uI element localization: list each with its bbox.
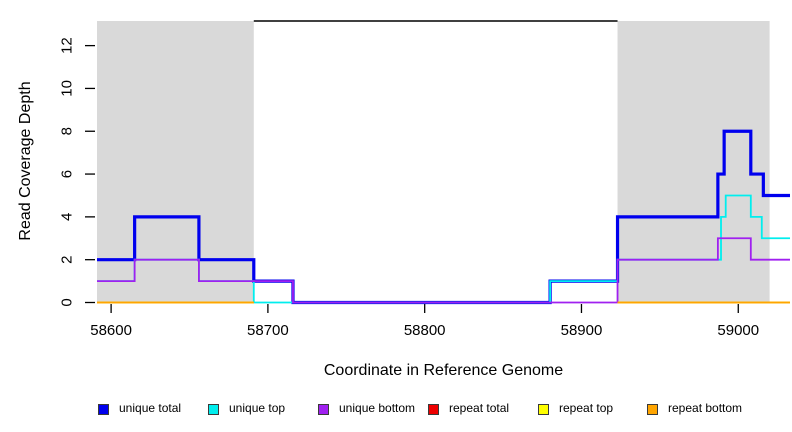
y-tick-label: 10 <box>59 80 76 97</box>
y-tick-label: 0 <box>59 298 76 306</box>
x-tick-label: 58800 <box>404 322 446 339</box>
repeat-region-shading <box>97 21 254 303</box>
legend-swatch-repeat-total <box>428 404 439 415</box>
legend-swatch-unique-bottom <box>318 404 329 415</box>
repeat-region-shading <box>617 21 770 303</box>
series-unique-bottom <box>97 237 790 304</box>
legend-swatch-unique-total <box>98 404 109 415</box>
legend-swatch-repeat-bottom <box>647 404 658 415</box>
x-tick-label: 58700 <box>247 322 289 339</box>
legend-label-repeat-bottom: repeat bottom <box>668 401 743 415</box>
x-tick-label: 59000 <box>717 322 759 339</box>
legend-label-unique-top: unique top <box>229 401 286 415</box>
legend-label-repeat-top: repeat top <box>559 401 614 415</box>
legend: unique total unique top unique bottom repea… <box>0 398 792 426</box>
legend-swatch-unique-top <box>208 404 219 415</box>
legend-label-unique-bottom: unique bottom <box>339 401 416 415</box>
legend-label-unique-total: unique total <box>119 401 182 415</box>
x-tick-label: 58900 <box>561 322 603 339</box>
x-axis-title: Coordinate in Reference Genome <box>323 362 564 379</box>
legend-label-repeat-total: repeat total <box>449 401 510 415</box>
y-tick-label: 2 <box>59 256 76 264</box>
y-tick-label: 4 <box>59 213 76 221</box>
y-tick-label: 6 <box>59 170 76 178</box>
legend-swatch-repeat-top <box>538 404 549 415</box>
y-tick-label: 12 <box>59 37 76 54</box>
y-tick-label: 8 <box>59 127 76 135</box>
y-axis-title: Read Coverage Depth <box>17 81 34 241</box>
x-tick-label: 58600 <box>90 322 132 339</box>
